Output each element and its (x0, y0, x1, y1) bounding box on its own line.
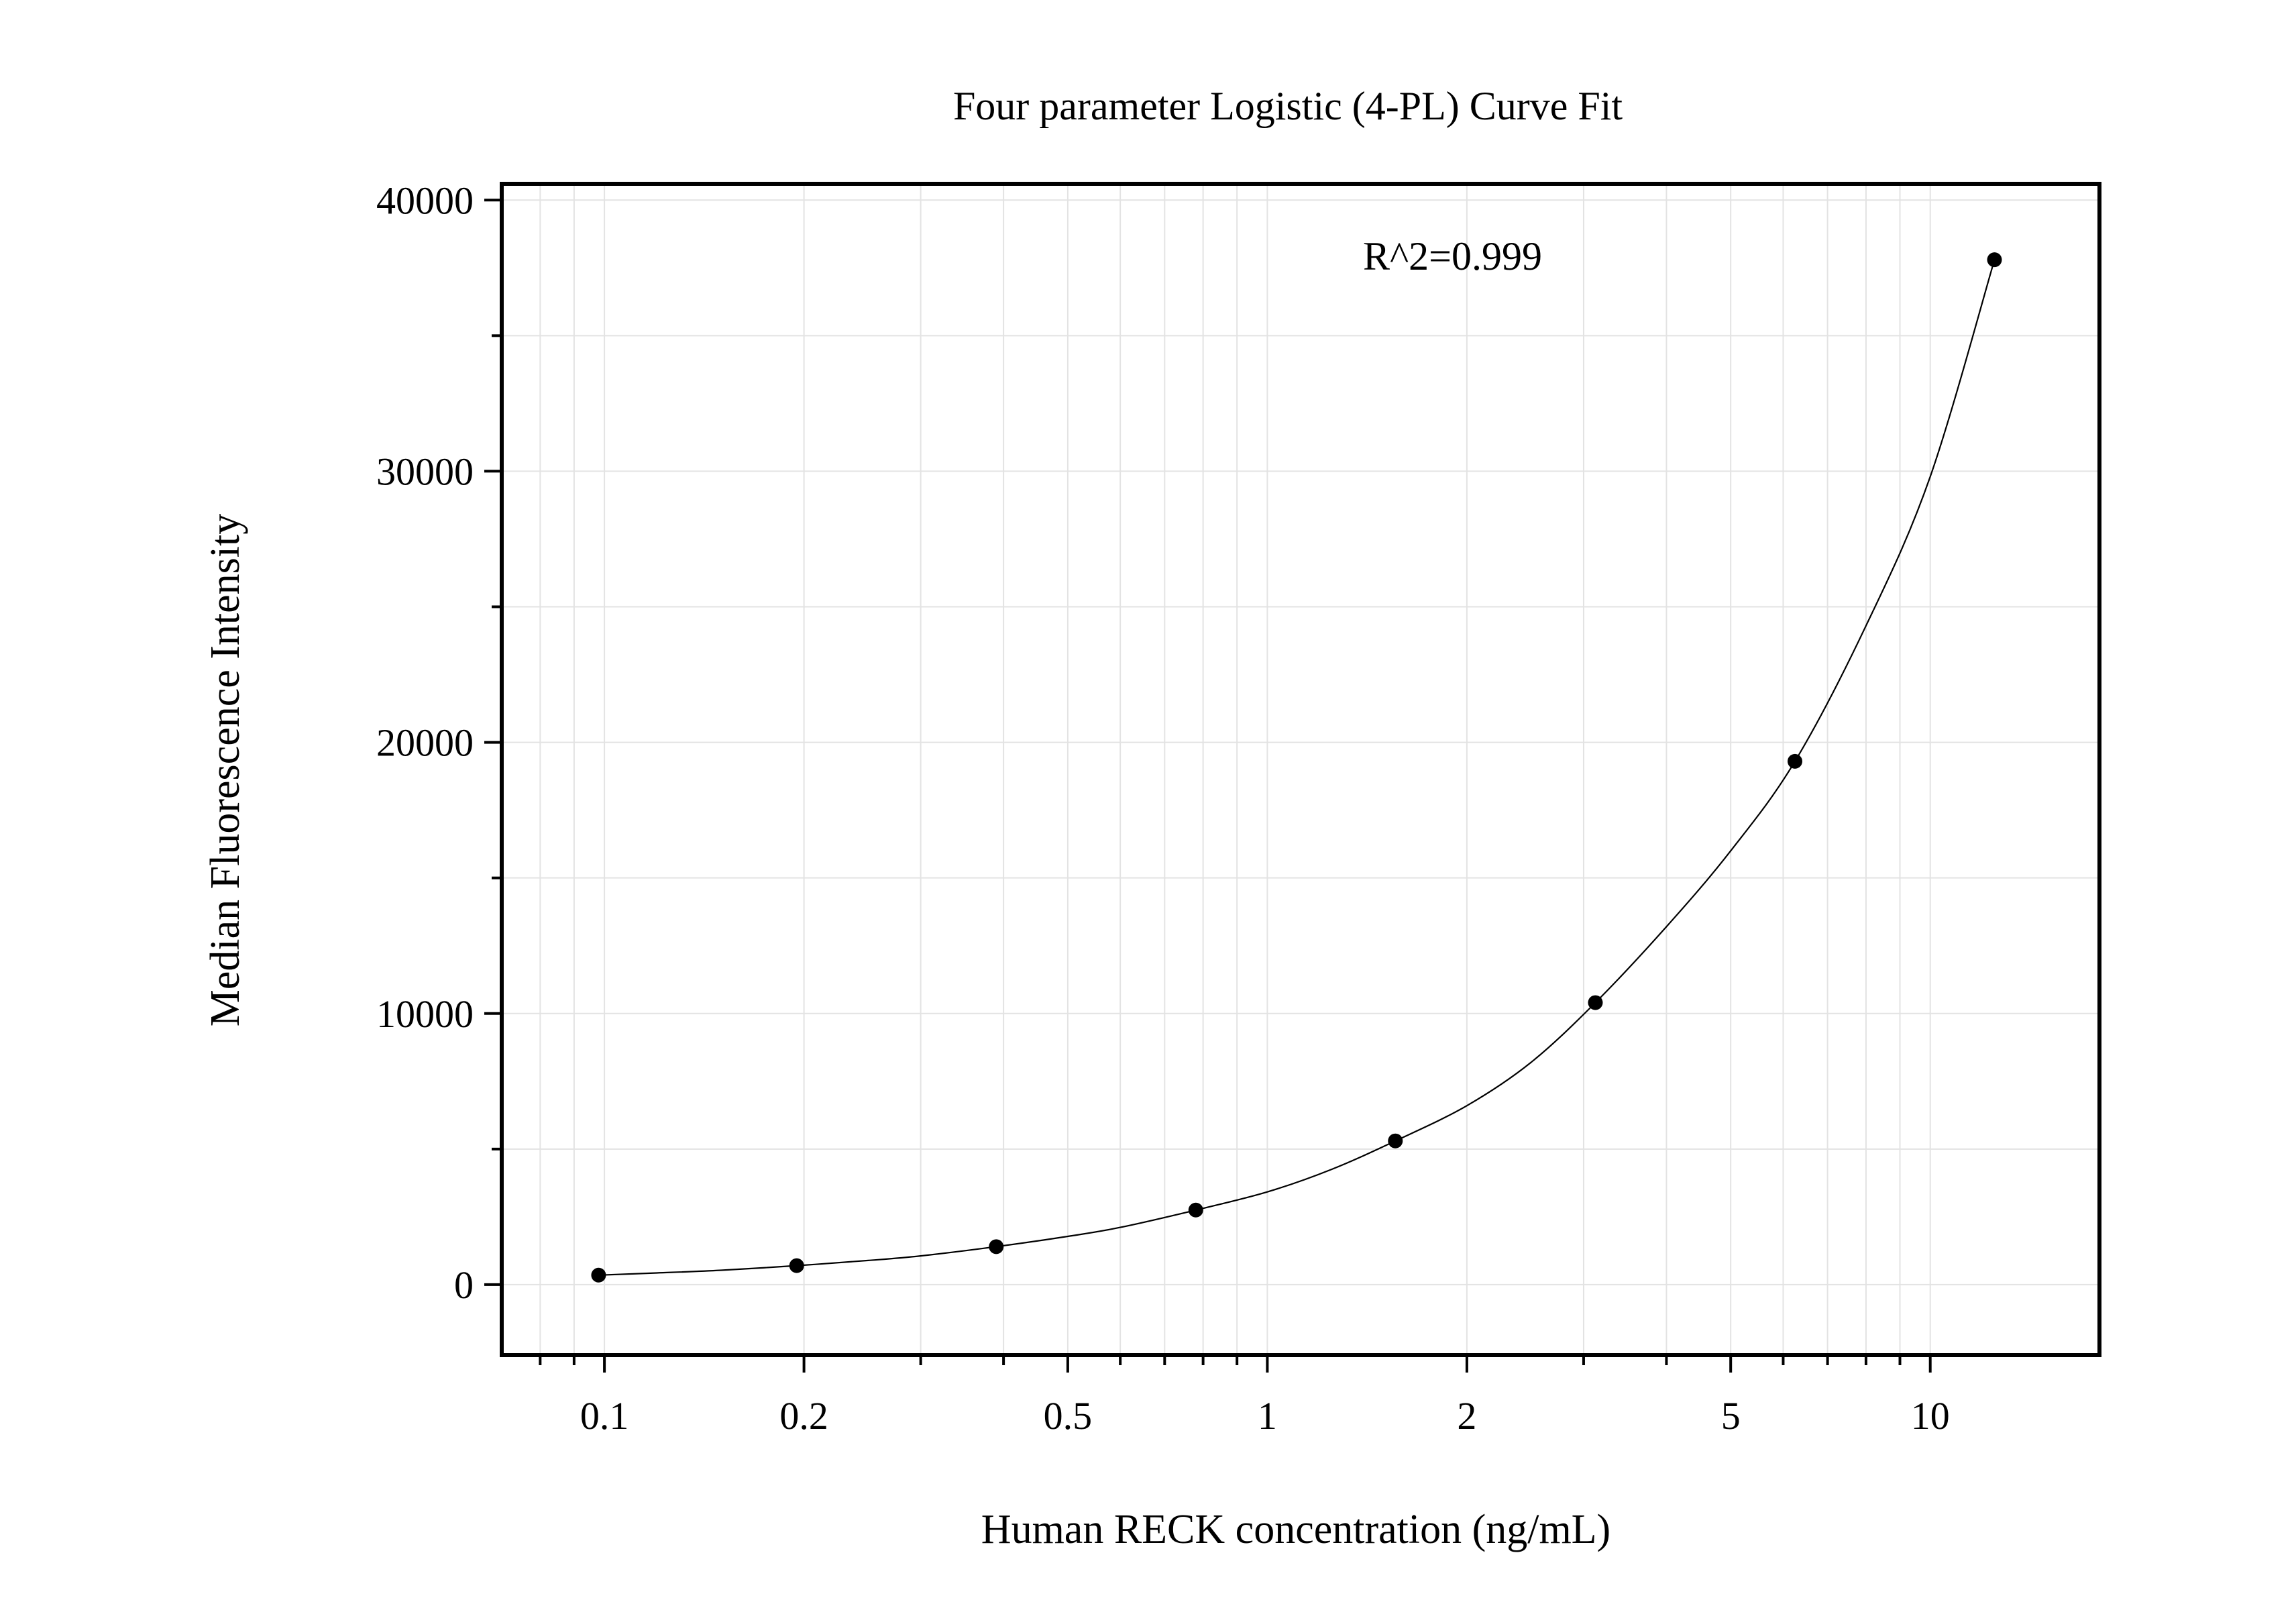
y-axis-label: Median Fluorescence Intensity (203, 514, 248, 1026)
y-tick-label: 20000 (376, 721, 474, 765)
x-tick-label: 1 (1258, 1394, 1277, 1438)
data-point (1388, 1133, 1403, 1148)
data-point (1787, 753, 1802, 769)
x-tick-label: 0.2 (779, 1394, 828, 1438)
r-squared-annotation: R^2=0.999 (1363, 234, 1542, 278)
data-point (591, 1267, 606, 1283)
x-tick-label: 2 (1457, 1394, 1476, 1438)
data-point (1188, 1202, 1203, 1218)
x-tick-label: 0.5 (1044, 1394, 1093, 1438)
data-point (1588, 995, 1603, 1010)
y-tick-label: 40000 (376, 178, 474, 222)
grid-lines (502, 184, 2099, 1355)
y-tick-labels: 0 10000 20000 30000 40000 (376, 178, 474, 1307)
axis-ticks (484, 199, 1932, 1373)
data-point (1987, 252, 2002, 268)
x-tick-label: 0.1 (580, 1394, 629, 1438)
data-point (789, 1258, 804, 1273)
fit-curve (598, 259, 1996, 1276)
x-tick-label: 5 (1721, 1394, 1741, 1438)
x-tick-labels: 0.1 0.2 0.5 1 2 5 10 (580, 1394, 1950, 1438)
y-tick-label: 0 (454, 1263, 474, 1307)
chart-title: Four parameter Logistic (4-PL) Curve Fit (953, 84, 1623, 128)
x-axis-label: Human RECK concentration (ng/mL) (981, 1507, 1610, 1552)
y-tick-label: 30000 (376, 449, 474, 493)
data-point (989, 1239, 1004, 1254)
y-tick-label: 10000 (376, 992, 474, 1036)
fit-curve-group (598, 259, 1996, 1276)
data-points (591, 252, 2002, 1283)
x-tick-label: 10 (1911, 1394, 1950, 1438)
plot-frame (500, 182, 2101, 1357)
